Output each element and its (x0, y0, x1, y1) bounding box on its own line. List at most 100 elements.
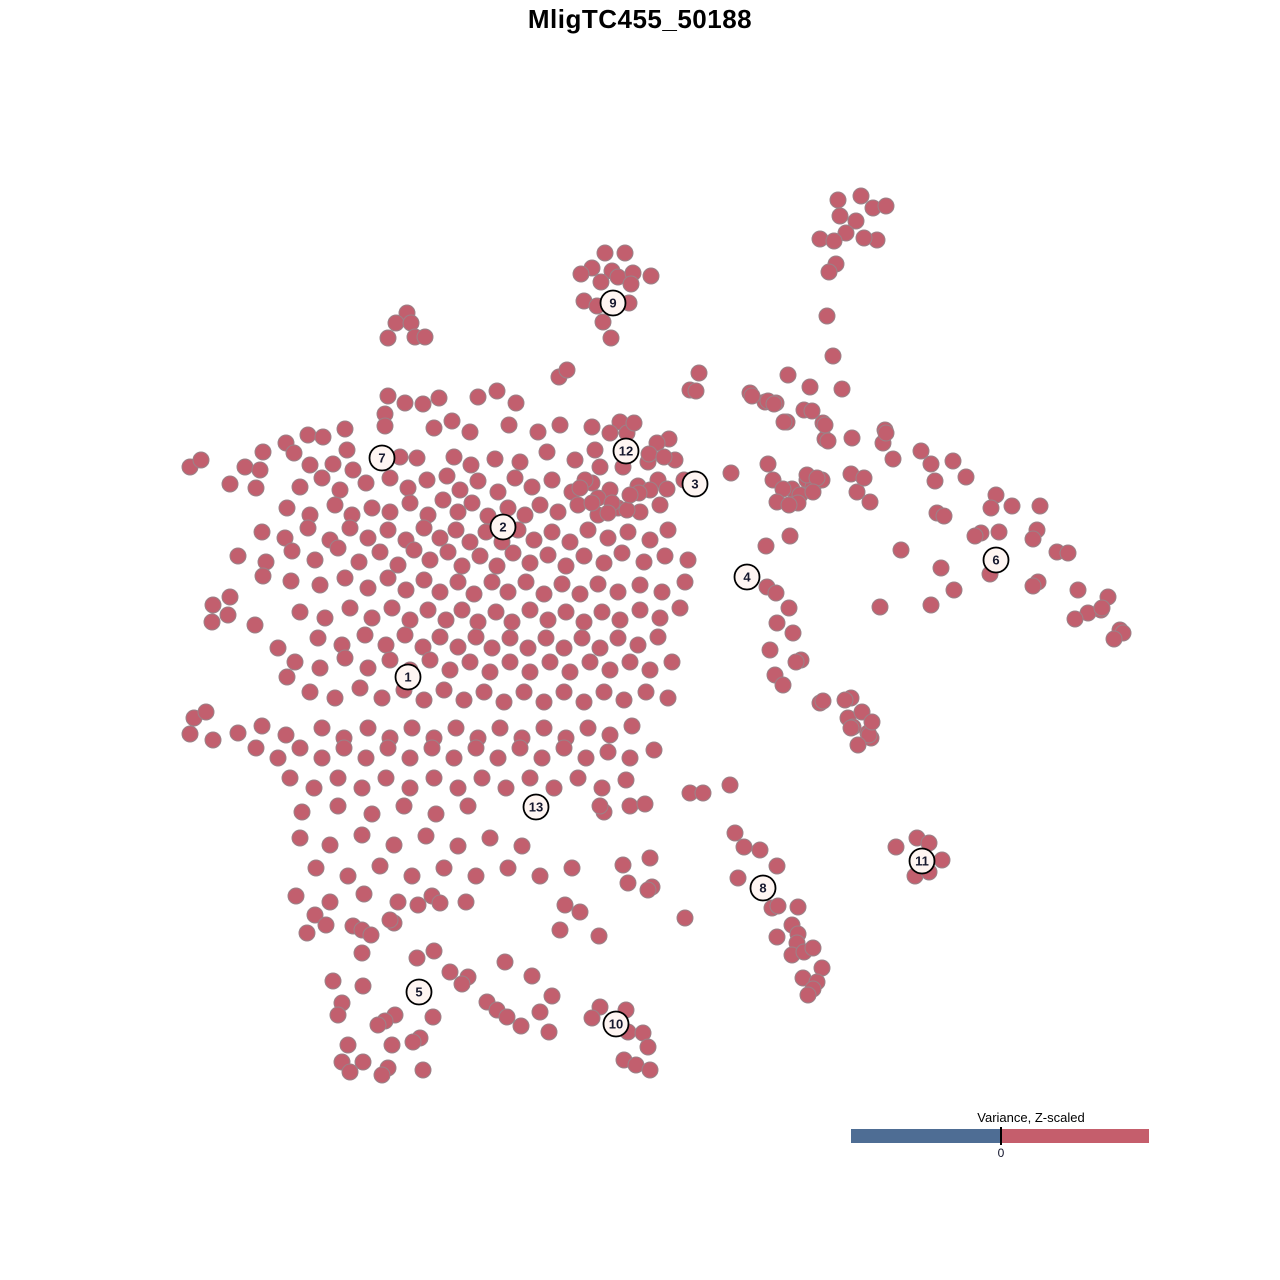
data-point (447, 719, 465, 737)
data-point (641, 1061, 659, 1079)
data-point (855, 229, 873, 247)
data-point (362, 926, 380, 944)
data-point (355, 885, 373, 903)
data-point (251, 461, 269, 479)
data-point (932, 559, 950, 577)
data-point (551, 921, 569, 939)
data-point (595, 683, 613, 701)
data-point (371, 857, 389, 875)
data-point (481, 663, 499, 681)
data-point (803, 402, 821, 420)
data-point (496, 953, 514, 971)
data-point (336, 649, 354, 667)
cluster-badge-circle (681, 470, 709, 498)
data-point (843, 429, 861, 447)
data-point (635, 553, 653, 571)
data-point (561, 663, 579, 681)
cluster-badge-number: 11 (915, 854, 929, 869)
data-point (569, 769, 587, 787)
data-point (353, 944, 371, 962)
data-point (533, 749, 551, 767)
data-point (808, 469, 826, 487)
data-point (314, 428, 332, 446)
data-point (1031, 497, 1049, 515)
cluster-label-9: 9 (599, 289, 627, 317)
data-point (651, 609, 669, 627)
data-point (254, 443, 272, 461)
legend-title: Variance, Z-scaled (977, 1110, 1085, 1125)
data-point (818, 307, 836, 325)
data-point (431, 894, 449, 912)
data-point (512, 1017, 530, 1035)
data-point (467, 739, 485, 757)
data-point (523, 478, 541, 496)
data-point (434, 491, 452, 509)
data-point (306, 906, 324, 924)
data-point (326, 496, 344, 514)
data-point (804, 483, 822, 501)
data-point (495, 693, 513, 711)
data-point (590, 927, 608, 945)
data-point (293, 803, 311, 821)
data-point (373, 1066, 391, 1084)
data-point (504, 544, 522, 562)
data-point (467, 867, 485, 885)
data-point (575, 613, 593, 631)
data-point (535, 585, 553, 603)
cluster-badge-circle (982, 546, 1010, 574)
data-point (443, 412, 461, 430)
data-point (601, 726, 619, 744)
data-point (622, 275, 640, 293)
data-point (557, 557, 575, 575)
data-point (877, 424, 895, 442)
data-point (324, 972, 342, 990)
data-point (642, 267, 660, 285)
data-point (379, 387, 397, 405)
data-point (397, 581, 415, 599)
data-point (729, 869, 747, 887)
cluster-badge-circle (405, 978, 433, 1006)
data-point (338, 441, 356, 459)
data-point (421, 551, 439, 569)
data-point (892, 541, 910, 559)
data-point (687, 382, 705, 400)
data-point (377, 769, 395, 787)
data-point (863, 713, 881, 731)
data-point (353, 779, 371, 797)
data-point (583, 1009, 601, 1027)
data-point (469, 472, 487, 490)
data-point (523, 967, 541, 985)
data-point (313, 719, 331, 737)
data-point (405, 541, 423, 559)
data-point (414, 395, 432, 413)
data-point (281, 769, 299, 787)
data-point (811, 230, 829, 248)
data-point (445, 448, 463, 466)
data-point (655, 448, 673, 466)
data-point (425, 942, 443, 960)
legend-positive-segment (1001, 1129, 1149, 1143)
data-point (291, 478, 309, 496)
data-point (535, 693, 553, 711)
data-point (287, 887, 305, 905)
data-point (277, 726, 295, 744)
data-point (463, 494, 481, 512)
legend-zero-label: 0 (997, 1146, 1005, 1160)
data-point (884, 450, 902, 468)
data-point (645, 741, 663, 759)
data-point (419, 601, 437, 619)
cluster-label-8: 8 (749, 874, 777, 902)
data-point (396, 394, 414, 412)
data-point (425, 419, 443, 437)
data-point (359, 719, 377, 737)
data-point (499, 859, 517, 877)
cluster-badge-circle (908, 847, 936, 875)
data-point (278, 668, 296, 686)
data-point (615, 691, 633, 709)
cluster-badge-number: 5 (415, 985, 422, 1000)
data-point (601, 424, 619, 442)
data-point (489, 749, 507, 767)
data-point (385, 836, 403, 854)
data-point (246, 616, 264, 634)
